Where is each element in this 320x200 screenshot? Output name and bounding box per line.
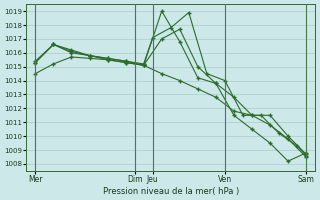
X-axis label: Pression niveau de la mer( hPa ): Pression niveau de la mer( hPa ) [103, 187, 239, 196]
